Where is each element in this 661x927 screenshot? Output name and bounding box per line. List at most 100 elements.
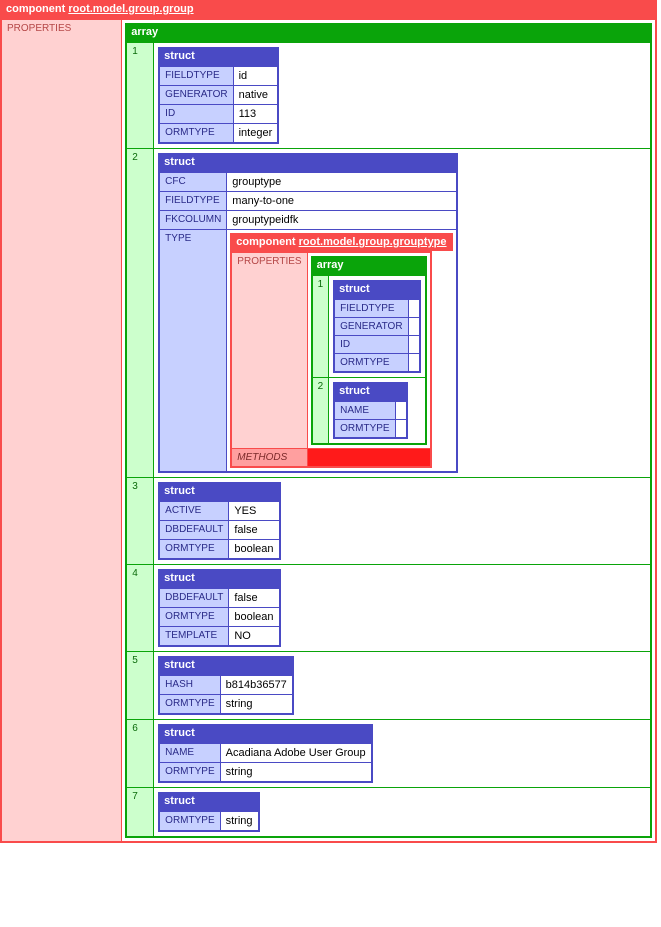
struct-table: FIELDTYPEid GENERATORnative ID113 ORMTYP… <box>158 65 279 144</box>
struct-value: b814b36577 <box>220 675 293 695</box>
struct-table: NAME ORMTYPE <box>333 400 407 439</box>
component-label: component <box>236 236 295 248</box>
struct-key: ORMTYPE <box>159 763 220 783</box>
struct-key: GENERATOR <box>159 86 233 105</box>
struct-value: YES <box>229 501 280 521</box>
struct-key: NAME <box>159 743 220 763</box>
array-index: 1 <box>126 42 153 149</box>
struct-key: TYPE <box>159 230 227 473</box>
struct-key: ORMTYPE <box>159 695 220 715</box>
struct-value: id <box>233 66 278 86</box>
struct-header: struct <box>158 153 457 171</box>
struct-value: grouptype <box>227 172 457 192</box>
component-dump: component root.model.group.group PROPERT… <box>0 0 657 843</box>
array-table: 1 struct FIELDTYPEid GENERATORnative ID1… <box>125 41 652 838</box>
struct-value <box>395 401 407 420</box>
struct-value <box>395 420 407 439</box>
struct-value: false <box>229 588 280 608</box>
component-header: component root.model.group.group <box>0 0 657 18</box>
array-value: struct DBDEFAULTfalse ORMTYPEboolean TEM… <box>154 565 651 652</box>
struct-key: ORMTYPE <box>159 811 220 831</box>
array-index: 1 <box>312 275 329 378</box>
struct-key: ID <box>159 105 233 124</box>
component-link[interactable]: root.model.group.group <box>68 3 193 15</box>
component-label: component <box>6 3 65 15</box>
struct-header: struct <box>333 382 407 400</box>
array-value: struct CFCgrouptype FIELDTYPEmany-to-one… <box>154 149 651 478</box>
struct-key: TEMPLATE <box>159 627 229 647</box>
nested-component: component root.model.group.grouptype PRO… <box>230 233 452 468</box>
struct-value: many-to-one <box>227 192 457 211</box>
struct-table: ACTIVEYES DBDEFAULTfalse ORMTYPEboolean <box>158 500 280 560</box>
properties-label: PROPERTIES <box>231 252 307 449</box>
array-value: struct NAME ORMTYPE <box>329 378 426 445</box>
struct-key: FIELDTYPE <box>159 192 227 211</box>
methods-label: METHODS <box>231 449 307 468</box>
struct-value <box>408 299 420 318</box>
methods-value <box>307 449 430 468</box>
struct-value: false <box>229 521 280 540</box>
struct-value: NO <box>229 627 280 647</box>
array-index: 5 <box>126 652 153 720</box>
array-value: struct NAMEAcadiana Adobe User Group ORM… <box>154 720 651 788</box>
struct-table: DBDEFAULTfalse ORMTYPEboolean TEMPLATENO <box>158 587 280 647</box>
struct-value: string <box>220 695 293 715</box>
struct-table: CFCgrouptype FIELDTYPEmany-to-one FKCOLU… <box>158 171 457 473</box>
array-value: struct FIELDTYPEid GENERATORnative ID113… <box>154 42 651 149</box>
struct-key: ORMTYPE <box>334 354 408 373</box>
properties-label: PROPERTIES <box>1 19 122 842</box>
properties-content: array 1 struct FIELDTYPEid GENERATORnati… <box>122 19 656 842</box>
component-table: PROPERTIES array 1 <box>230 251 431 468</box>
struct-key: FIELDTYPE <box>159 66 233 86</box>
struct-key: ID <box>334 336 408 354</box>
array-value: struct FIELDTYPE GENERATOR ID <box>329 275 426 378</box>
component-header: component root.model.group.grouptype <box>230 233 452 251</box>
array-value: struct ACTIVEYES DBDEFAULTfalse ORMTYPEb… <box>154 478 651 565</box>
array-table: 1 struct FI <box>311 274 427 445</box>
struct-key: ORMTYPE <box>159 540 229 560</box>
struct-value <box>408 354 420 373</box>
struct-header: struct <box>158 569 280 587</box>
array-value: struct HASHb814b36577 ORMTYPEstring <box>154 652 651 720</box>
struct-value: string <box>220 811 258 831</box>
struct-key: DBDEFAULT <box>159 521 229 540</box>
array-header: array <box>311 256 427 274</box>
array-index: 4 <box>126 565 153 652</box>
struct-key: FKCOLUMN <box>159 211 227 230</box>
struct-value: integer <box>233 124 278 144</box>
struct-value: native <box>233 86 278 105</box>
struct-value: boolean <box>229 540 280 560</box>
struct-key: GENERATOR <box>334 318 408 336</box>
struct-key: NAME <box>334 401 395 420</box>
struct-header: struct <box>158 656 294 674</box>
struct-key: ORMTYPE <box>159 608 229 627</box>
struct-table: ORMTYPEstring <box>158 810 259 832</box>
struct-value: 113 <box>233 105 278 124</box>
component-table: PROPERTIES array 1 struct FIELDTYPEid <box>0 18 657 843</box>
struct-table: FIELDTYPE GENERATOR ID ORMTYPE <box>333 298 420 373</box>
array-value: struct ORMTYPEstring <box>154 788 651 838</box>
properties-content: array 1 <box>307 252 430 449</box>
struct-key: ACTIVE <box>159 501 229 521</box>
struct-table: HASHb814b36577 ORMTYPEstring <box>158 674 294 715</box>
array-index: 3 <box>126 478 153 565</box>
struct-value <box>408 336 420 354</box>
struct-value: string <box>220 763 372 783</box>
struct-value-nested: component root.model.group.grouptype PRO… <box>227 230 457 473</box>
struct-header: struct <box>158 792 259 810</box>
struct-key: DBDEFAULT <box>159 588 229 608</box>
array-header: array <box>125 23 652 41</box>
struct-key: FIELDTYPE <box>334 299 408 318</box>
struct-header: struct <box>158 482 280 500</box>
struct-key: HASH <box>159 675 220 695</box>
struct-header: struct <box>158 47 279 65</box>
struct-value: grouptypeidfk <box>227 211 457 230</box>
struct-header: struct <box>158 724 373 742</box>
array-index: 6 <box>126 720 153 788</box>
struct-table: NAMEAcadiana Adobe User Group ORMTYPEstr… <box>158 742 373 783</box>
struct-key: CFC <box>159 172 227 192</box>
struct-value <box>408 318 420 336</box>
struct-key: ORMTYPE <box>334 420 395 439</box>
struct-value: boolean <box>229 608 280 627</box>
component-link[interactable]: root.model.group.grouptype <box>299 236 447 248</box>
